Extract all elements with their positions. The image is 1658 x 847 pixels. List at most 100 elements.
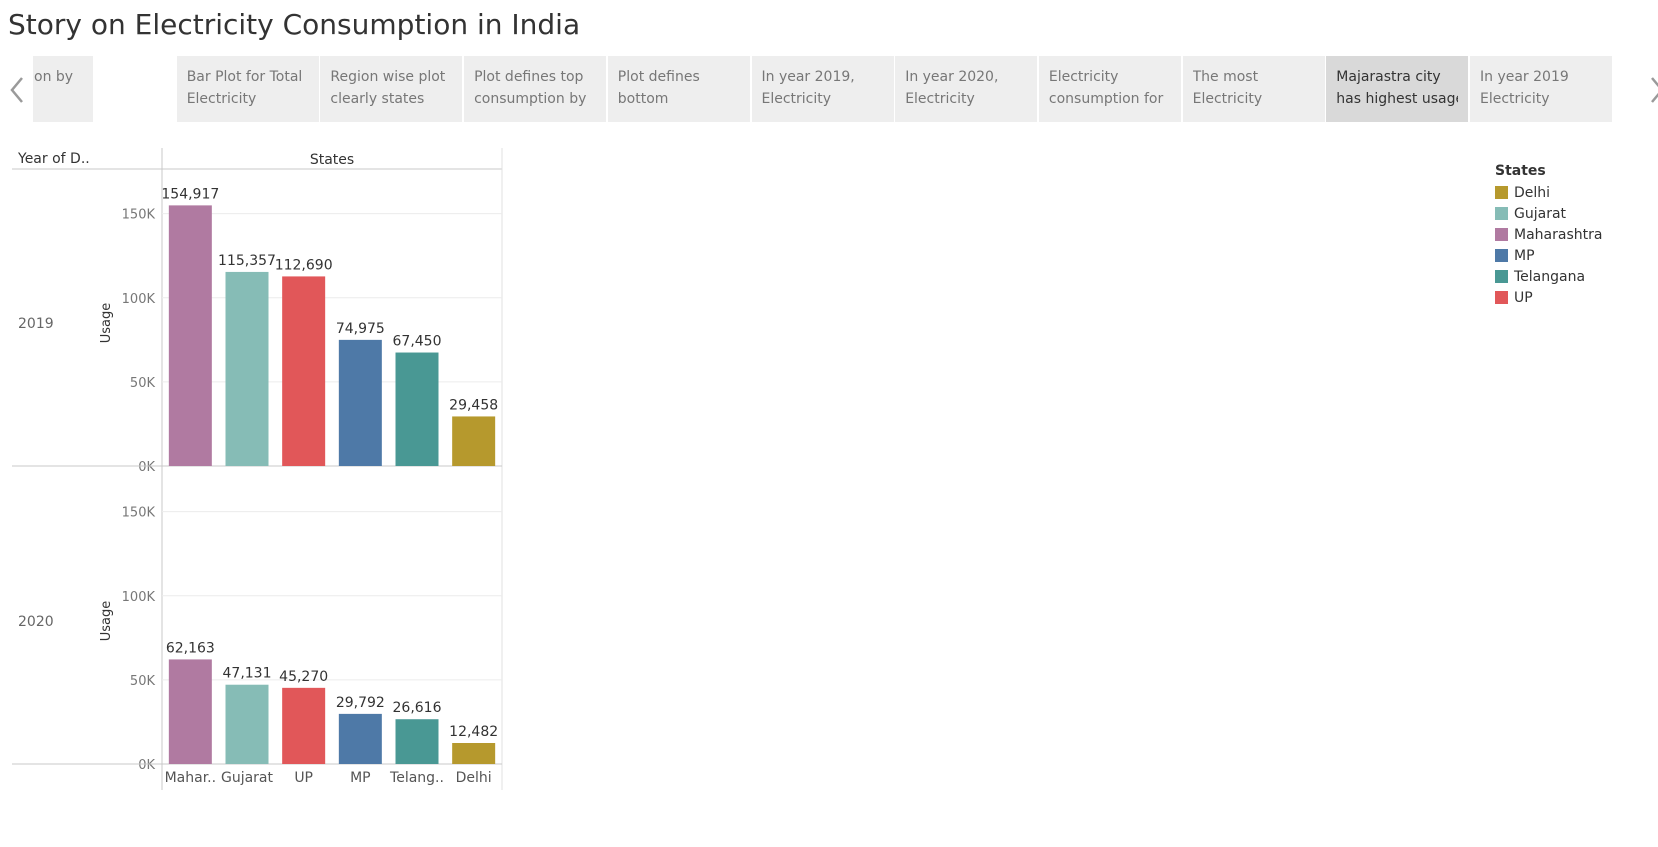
y-tick-label: 50K bbox=[130, 376, 156, 391]
story-point-6[interactable]: In year 2019, Electricity bbox=[751, 56, 894, 122]
story-point-1[interactable]: on by bbox=[33, 56, 93, 122]
x-tick-label: MP bbox=[350, 770, 371, 786]
legend-item[interactable]: Maharashtra bbox=[1495, 224, 1602, 245]
row-year-label: 2020 bbox=[18, 614, 54, 630]
legend-swatch bbox=[1495, 249, 1508, 262]
legend-item[interactable]: Gujarat bbox=[1495, 203, 1602, 224]
data-label: 29,458 bbox=[449, 397, 498, 413]
bar-telangana bbox=[395, 352, 439, 466]
story-point-line1: Electricity bbox=[1048, 69, 1119, 85]
story-point-9[interactable]: The most Electricity bbox=[1182, 56, 1325, 122]
bar-telangana bbox=[395, 719, 439, 764]
story-point-line1: Plot defines top bbox=[474, 69, 584, 85]
legend-label: Delhi bbox=[1514, 184, 1551, 201]
legend-swatch bbox=[1495, 270, 1508, 283]
story-point-11[interactable]: In year 2019 Electricity bbox=[1470, 56, 1612, 122]
story-next-button[interactable] bbox=[1640, 56, 1658, 124]
story-point-line1: Region wise plot bbox=[330, 69, 446, 85]
legend-item[interactable]: Delhi bbox=[1495, 182, 1602, 203]
bar-mp bbox=[338, 713, 382, 764]
data-label: 47,131 bbox=[223, 666, 272, 682]
y-axis-title: Usage bbox=[99, 303, 114, 344]
y-tick-label: 100K bbox=[122, 292, 156, 307]
chevron-left-icon bbox=[10, 77, 23, 103]
legend-swatch bbox=[1495, 186, 1508, 199]
legend-swatch bbox=[1495, 291, 1508, 304]
x-tick-label: Telang.. bbox=[389, 770, 444, 786]
bar-gujarat bbox=[225, 271, 269, 466]
story-point-line1: Plot defines bbox=[617, 69, 700, 85]
data-label: 154,917 bbox=[161, 186, 219, 202]
story-point-3[interactable]: Region wise plot clearly states bbox=[320, 56, 463, 122]
legend-swatch bbox=[1495, 207, 1508, 220]
legend-item[interactable]: UP bbox=[1495, 287, 1602, 308]
story-point-5[interactable]: Plot defines bottom bbox=[607, 56, 750, 122]
legend: States Delhi Gujarat Maharashtra MP Telangan… bbox=[1495, 163, 1602, 308]
story-point-line2: consumption for bbox=[1048, 91, 1164, 107]
legend-title: States bbox=[1495, 163, 1546, 179]
x-tick-label: Gujarat bbox=[221, 770, 274, 786]
data-label: 12,482 bbox=[449, 724, 498, 740]
story-point-line2: Electricity bbox=[761, 91, 832, 107]
story-point-line2: on by bbox=[34, 69, 74, 85]
x-tick-label: UP bbox=[294, 770, 313, 786]
y-tick-label: 150K bbox=[122, 506, 156, 521]
story-point-line2: Electricity bbox=[186, 91, 257, 107]
story-point-line2: Electricity bbox=[905, 91, 975, 107]
y-tick-label: 150K bbox=[122, 208, 156, 223]
y-tick-label: 100K bbox=[122, 590, 156, 605]
story-point-line2: clearly states bbox=[330, 91, 425, 107]
story-point-line1: The most bbox=[1192, 69, 1259, 85]
story-point-line1: In year 2019 bbox=[1480, 69, 1569, 85]
story-point-line1: Bar Plot for Total bbox=[186, 69, 303, 85]
story-point-line2: Electricity bbox=[1480, 91, 1550, 107]
legend-label: Telangana bbox=[1514, 268, 1586, 285]
bar-delhi bbox=[452, 743, 496, 764]
story-point-line1: In year 2019, bbox=[761, 69, 855, 85]
legend-label: MP bbox=[1514, 247, 1535, 264]
row-header: Year of D.. bbox=[17, 151, 90, 167]
legend-item[interactable]: Telangana bbox=[1495, 266, 1602, 287]
bar-delhi bbox=[452, 416, 496, 466]
story-navigator: on by Bar Plot for Total Electricity Region… bbox=[0, 56, 1658, 124]
row-year-label: 2019 bbox=[18, 316, 54, 332]
bar-up bbox=[282, 687, 326, 764]
x-tick-label: Delhi bbox=[456, 770, 492, 786]
story-point-line2: Electricity bbox=[1192, 91, 1263, 107]
story-point-2[interactable]: Bar Plot for Total Electricity bbox=[176, 56, 319, 122]
data-label: 74,975 bbox=[336, 321, 385, 337]
story-prev-button[interactable] bbox=[0, 56, 34, 124]
story-point-10[interactable]: Majarastra city has highest usage bbox=[1326, 56, 1469, 122]
bar-maharashtra bbox=[168, 205, 212, 466]
story-point-line2: consumption by bbox=[474, 91, 587, 107]
column-header: States bbox=[310, 152, 354, 168]
chevron-right-icon bbox=[1651, 77, 1658, 103]
data-label: 45,270 bbox=[279, 669, 328, 685]
story-point-line1: In year 2020, bbox=[905, 69, 999, 85]
bar-gujarat bbox=[225, 684, 269, 764]
legend-label: UP bbox=[1514, 289, 1533, 306]
data-label: 26,616 bbox=[393, 700, 442, 716]
story-point-4[interactable]: Plot defines top consumption by bbox=[464, 56, 607, 122]
story-point-7[interactable]: In year 2020, Electricity bbox=[895, 56, 1038, 122]
x-tick-label: Mahar.. bbox=[165, 770, 216, 786]
story-point-line2: has highest usage bbox=[1336, 91, 1459, 107]
y-tick-label: 0K bbox=[138, 758, 155, 773]
data-label: 67,450 bbox=[393, 334, 442, 350]
bar-up bbox=[282, 276, 326, 466]
legend-swatch bbox=[1495, 228, 1508, 241]
bar-mp bbox=[338, 339, 382, 466]
legend-label: Maharashtra bbox=[1514, 226, 1603, 243]
data-label: 29,792 bbox=[336, 695, 385, 711]
data-label: 115,357 bbox=[218, 253, 276, 269]
y-tick-label: 50K bbox=[130, 674, 156, 689]
data-label: 112,690 bbox=[275, 257, 333, 273]
bar-maharashtra bbox=[168, 659, 212, 764]
y-tick-label: 0K bbox=[138, 460, 155, 475]
bar-chart: Year of D.. States 0K 50K 100K 150K 2019 Usage 1… bbox=[12, 148, 503, 790]
page-title: Story on Electricity Consumption in Indi… bbox=[8, 8, 581, 41]
legend-item[interactable]: MP bbox=[1495, 245, 1602, 266]
y-axis-title: Usage bbox=[99, 601, 114, 642]
story-point-8[interactable]: Electricity consumption for bbox=[1038, 56, 1181, 122]
legend-label: Gujarat bbox=[1514, 205, 1567, 222]
